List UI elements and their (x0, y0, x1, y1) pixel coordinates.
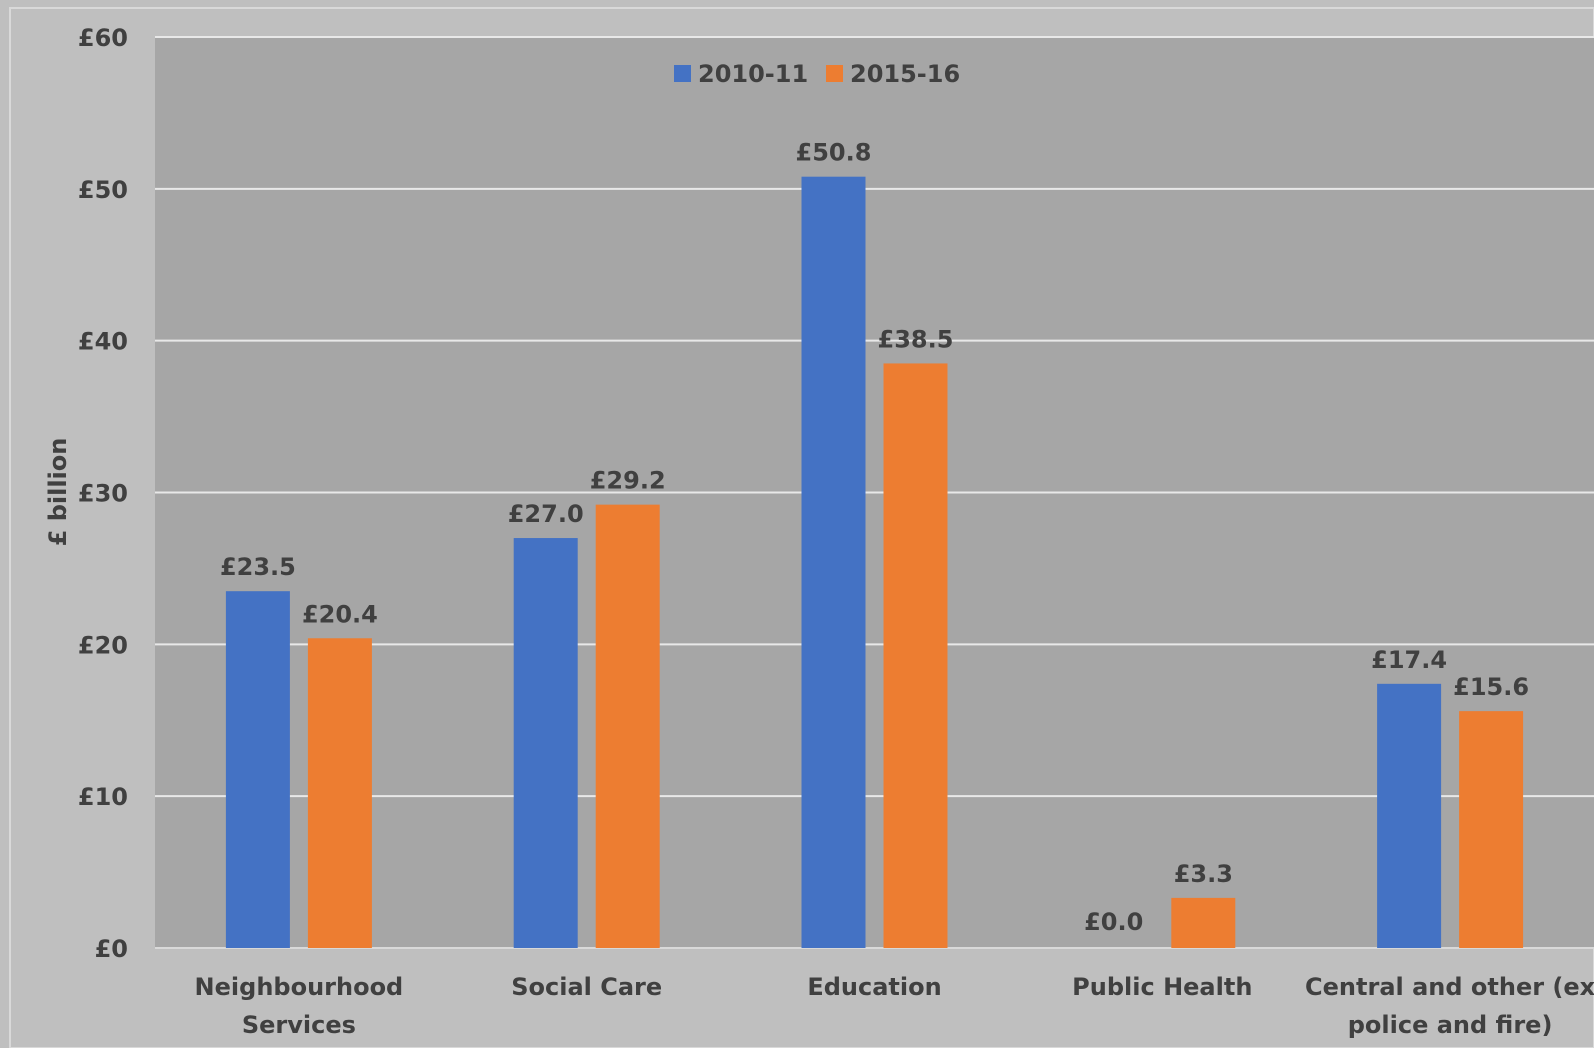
category-label: Education (807, 973, 941, 1001)
category-label: Public Health (1072, 973, 1252, 1001)
data-label: £15.6 (1453, 673, 1529, 701)
y-axis-title: £ billion (44, 438, 72, 547)
y-tick-label: £40 (78, 328, 128, 356)
bar (513, 538, 578, 948)
data-label: £3.3 (1174, 860, 1233, 888)
data-label: £29.2 (590, 467, 666, 495)
legend-label: 2010-11 (698, 60, 808, 88)
bar (801, 176, 866, 949)
category-label: police and fire) (1348, 1011, 1553, 1039)
data-label: £27.0 (508, 500, 584, 528)
data-label: £20.4 (302, 600, 378, 628)
category-labels: Neighbourhood Services Social Care Educatio… (195, 973, 1594, 1039)
data-labels: £23.5£20.4 £27.0£29.2 £50.8 £38.5 £0.0 £3.3 £1… (220, 139, 1529, 936)
y-axis-ticks: £0 £10 £20 £30 £40 £50 £60 (78, 24, 128, 963)
data-label: £23.5 (220, 553, 296, 581)
legend: 2010-11 2015-16 (674, 60, 960, 88)
data-label: £50.8 (796, 139, 872, 167)
category-label: Social Care (511, 973, 662, 1001)
bar (1171, 897, 1236, 948)
data-label: £0.0 (1084, 908, 1143, 936)
y-tick-label: £20 (78, 631, 128, 659)
y-tick-label: £30 (78, 480, 128, 508)
bar (1459, 711, 1524, 948)
y-tick-label: £0 (95, 935, 128, 963)
data-label: £38.5 (878, 325, 954, 353)
legend-label: 2015-16 (850, 60, 960, 88)
y-tick-label: £50 (78, 176, 128, 204)
bar (883, 363, 948, 949)
y-tick-label: £60 (78, 24, 128, 52)
data-label: £17.4 (1371, 646, 1447, 674)
gridlines (155, 36, 1594, 949)
bar (1377, 683, 1442, 948)
category-label: Services (242, 1011, 356, 1039)
bars (225, 176, 1524, 949)
y-tick-label: £10 (78, 783, 128, 811)
bar (595, 504, 660, 948)
category-label: Neighbourhood (195, 973, 404, 1001)
bar (307, 638, 372, 948)
category-label: Central and other (ex (1305, 973, 1594, 1001)
legend-swatch (826, 65, 843, 82)
legend-swatch (674, 65, 691, 82)
bar (225, 591, 290, 948)
